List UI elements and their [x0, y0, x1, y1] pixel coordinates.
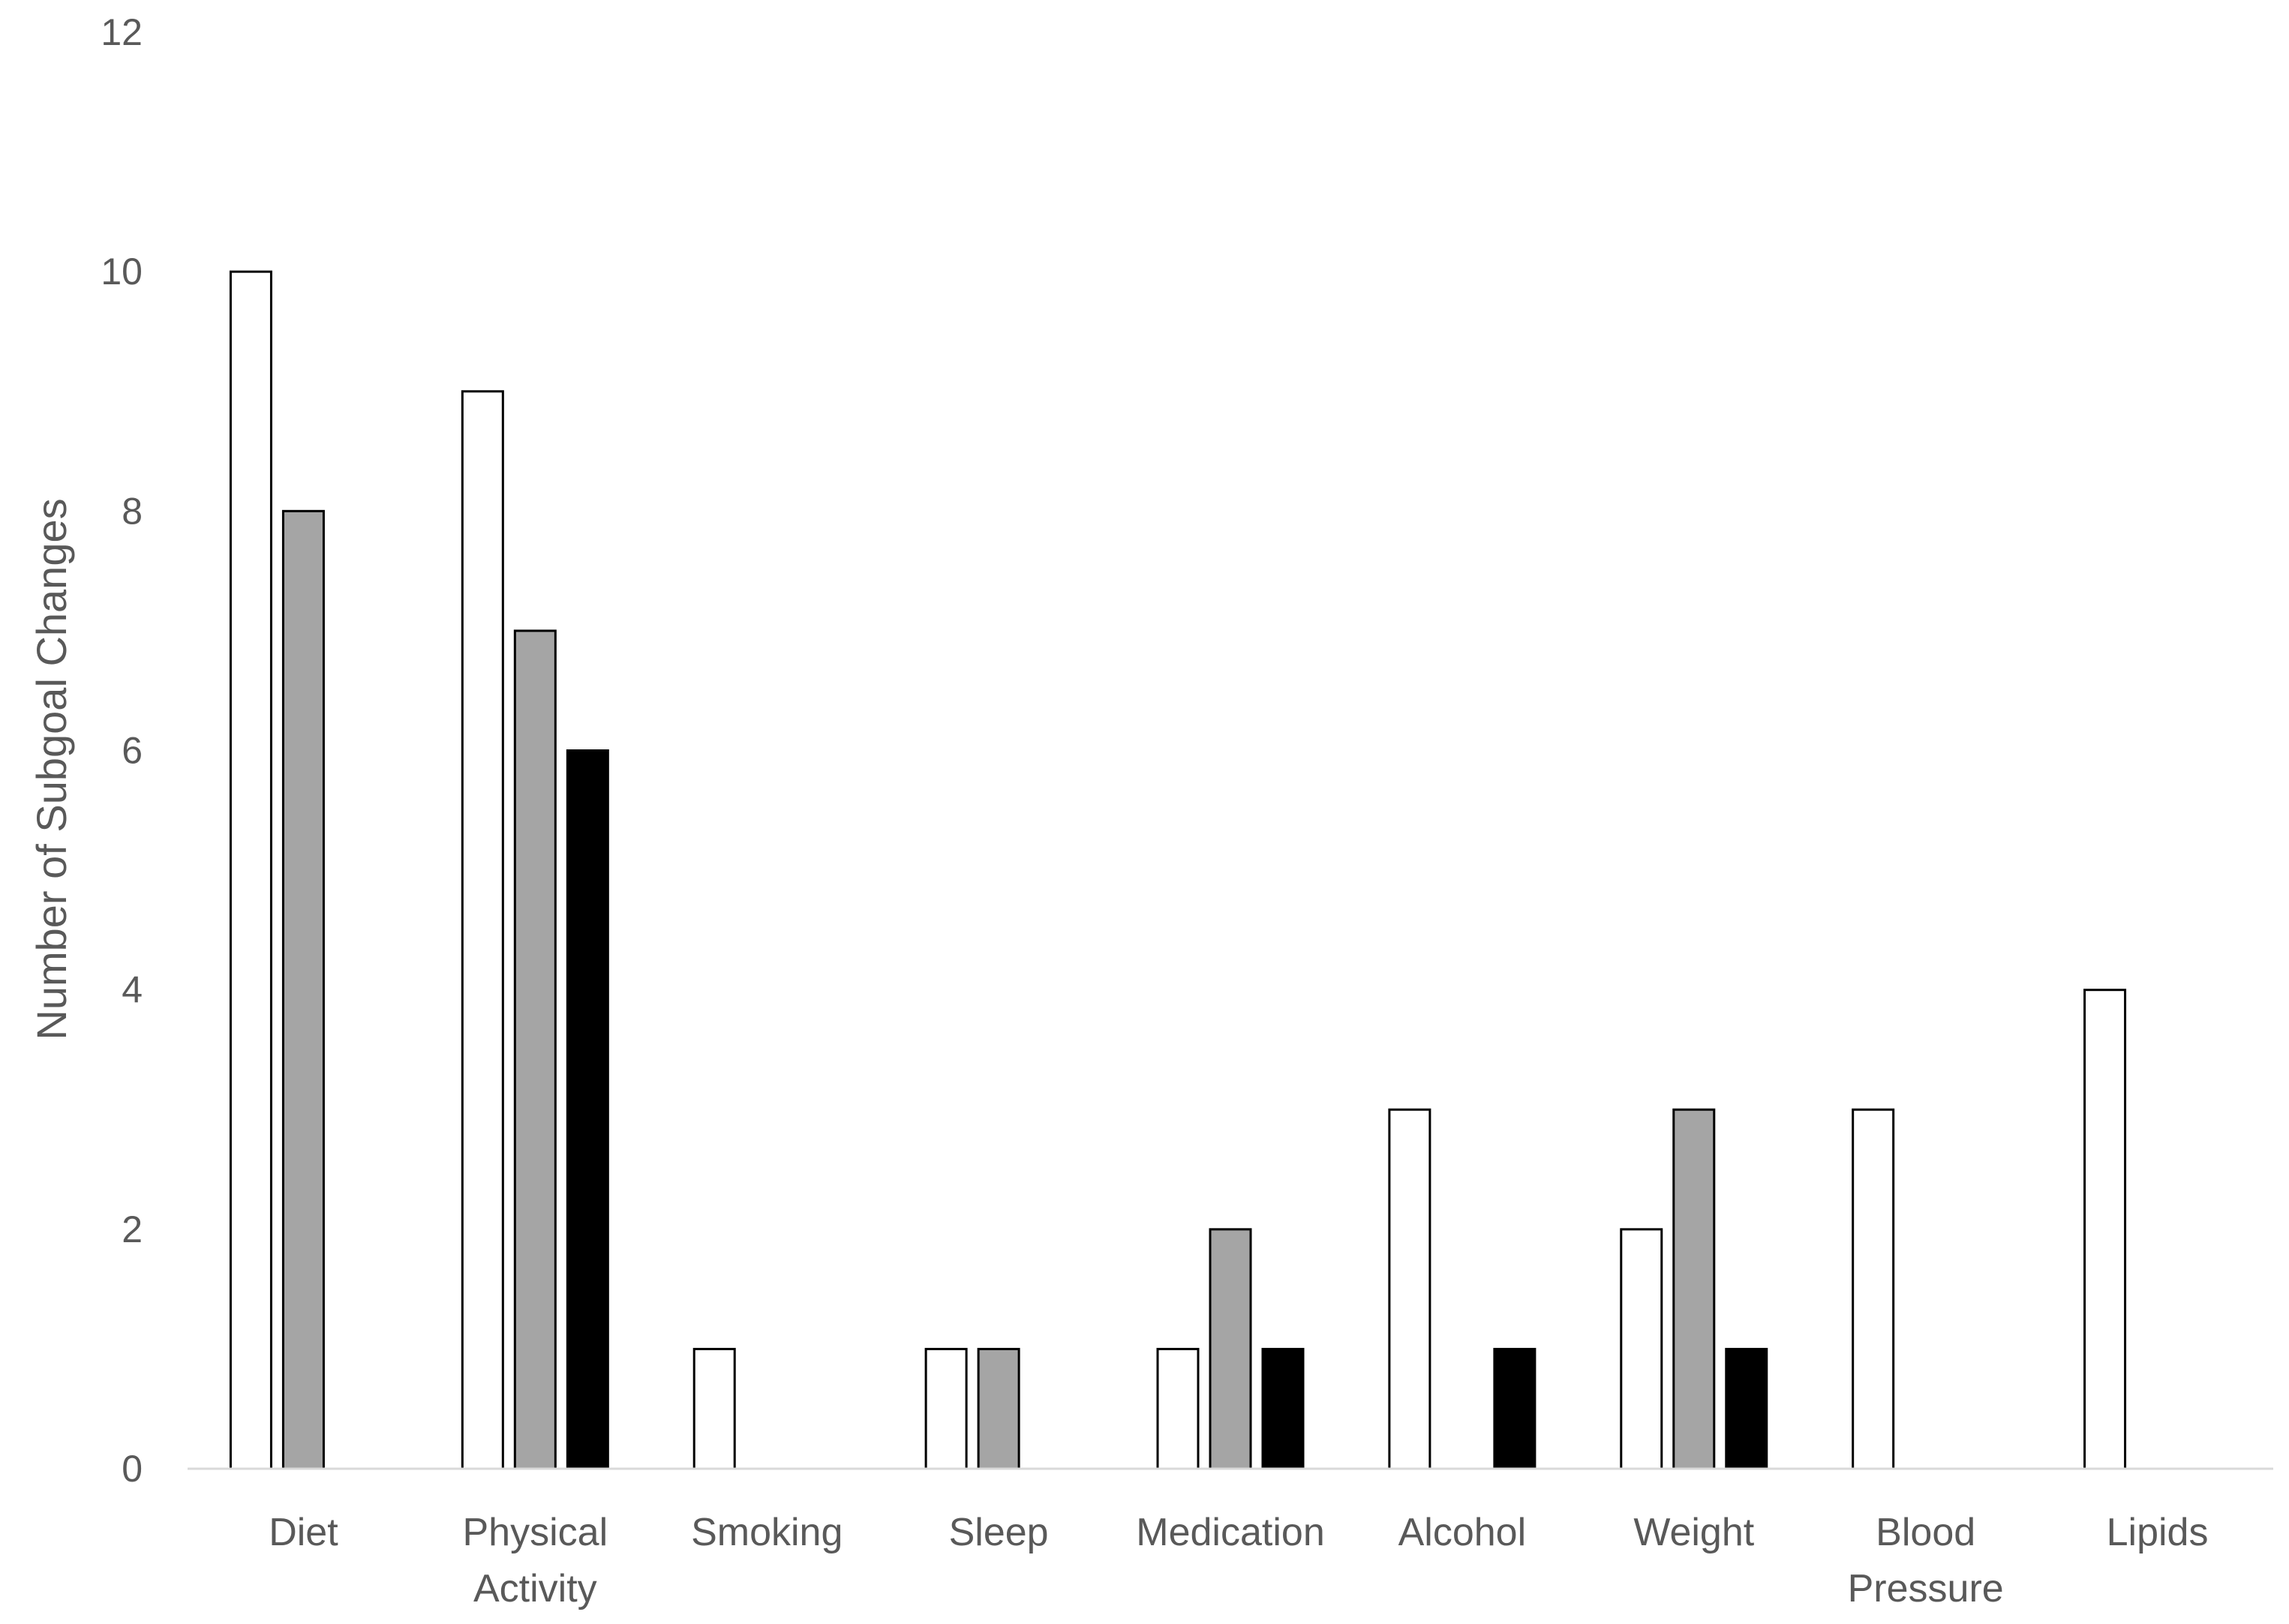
- bar: [1388, 1108, 1431, 1470]
- x-axis-labels: Diet Physical Activity Smoking Sleep Medicati…: [269, 1511, 2208, 1610]
- x-category-label: Smoking: [691, 1511, 843, 1554]
- y-tick-label: 4: [122, 969, 143, 1011]
- bar: [1261, 1347, 1305, 1470]
- bar: [1852, 1108, 1895, 1470]
- y-tick-label: 12: [101, 11, 143, 53]
- y-tick-label: 2: [122, 1208, 143, 1250]
- y-tick-label: 0: [122, 1448, 143, 1490]
- x-category-label: Lipids: [2107, 1511, 2209, 1554]
- bar: [924, 1347, 968, 1470]
- y-axis-title: Number of Subgoal Changes: [28, 498, 75, 1040]
- bars: [229, 270, 2127, 1470]
- y-axis-ticks: 0 2 4 6 8 10 12: [101, 11, 143, 1490]
- bar: [513, 629, 557, 1470]
- x-category-label: Sleep: [949, 1511, 1049, 1554]
- bar: [1493, 1347, 1537, 1470]
- x-category-label: Physical Activity: [463, 1511, 608, 1610]
- bar: [281, 509, 325, 1470]
- x-category-label: Diet: [269, 1511, 338, 1554]
- x-category-label: Blood Pressure: [1848, 1511, 2004, 1610]
- y-tick-label: 8: [122, 490, 143, 532]
- bar: [977, 1347, 1020, 1470]
- bar: [2083, 989, 2127, 1470]
- bar: [1672, 1108, 1716, 1470]
- bar: [1620, 1228, 1663, 1470]
- bar: [461, 390, 504, 1470]
- bar: [229, 270, 272, 1470]
- bar: [1725, 1347, 1768, 1470]
- bar: [566, 749, 609, 1470]
- x-category-label: Weight: [1633, 1511, 1754, 1554]
- bar: [1156, 1347, 1200, 1470]
- y-tick-label: 10: [101, 251, 143, 293]
- x-category-label: Medication: [1136, 1511, 1324, 1554]
- y-tick-label: 6: [122, 730, 143, 772]
- x-category-label: Alcohol: [1398, 1511, 1527, 1554]
- bar: [1209, 1228, 1252, 1470]
- bar: [692, 1347, 736, 1470]
